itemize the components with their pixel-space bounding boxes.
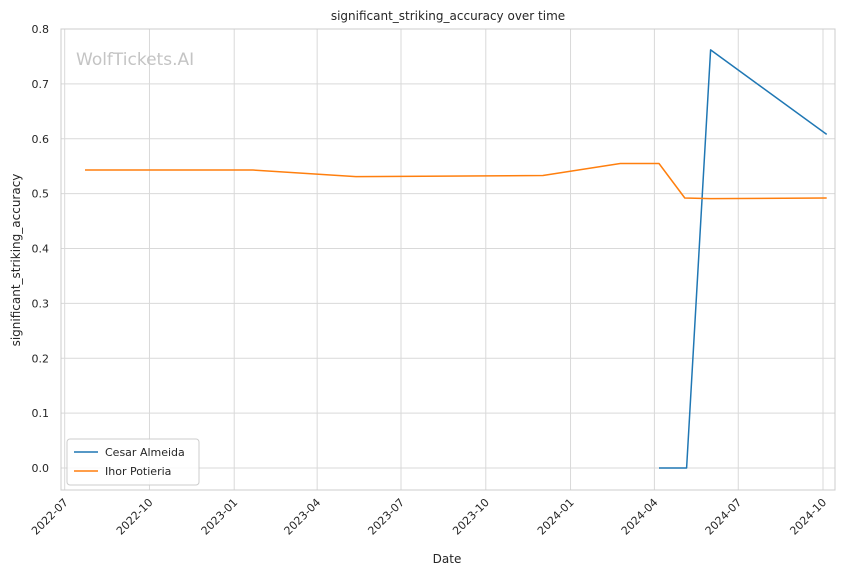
y-axis-title: significant_striking_accuracy — [9, 174, 23, 347]
x-axis-title: Date — [433, 552, 462, 566]
y-tick-label: 0.6 — [32, 133, 50, 146]
plot-area — [61, 29, 835, 490]
y-tick-label: 0.5 — [32, 188, 50, 201]
series-lines — [85, 49, 828, 469]
y-tick-label: 0.7 — [32, 78, 50, 91]
legend-label-cesar-almeida: Cesar Almeida — [105, 446, 185, 459]
legend-box — [66, 438, 200, 486]
legend-label-ihor-potieria: Ihor Potieria — [105, 465, 171, 478]
grid — [61, 28, 835, 490]
x-tick-label: 2022-10 — [114, 496, 156, 538]
x-tick-label: 2023-01 — [199, 496, 241, 538]
x-tick-label: 2023-10 — [450, 496, 492, 538]
y-axis-ticks: 0.0 0.1 0.2 0.3 0.4 0.5 0.6 0.7 0.8 — [32, 23, 50, 475]
x-tick-label: 2023-04 — [282, 496, 324, 538]
x-tick-label: 2024-07 — [703, 496, 745, 538]
series-line-ihor-potieria — [85, 162, 827, 200]
y-tick-label: 0.0 — [32, 462, 50, 475]
x-axis-ticks: 2022-07 2022-10 2023-01 2023-04 2023-07 2023-… — [29, 496, 829, 538]
y-tick-label: 0.4 — [32, 243, 50, 256]
y-tick-label: 0.8 — [32, 23, 50, 36]
plot-frame — [60, 28, 836, 491]
x-tick-label: 2024-04 — [619, 496, 661, 538]
legend: Cesar Almeida Ihor Potieria — [66, 438, 200, 486]
x-tick-label: 2024-10 — [787, 496, 829, 538]
y-tick-label: 0.3 — [32, 297, 50, 310]
x-tick-label: 2024-01 — [535, 496, 577, 538]
x-tick-label: 2022-07 — [29, 496, 71, 538]
y-tick-label: 0.1 — [32, 407, 50, 420]
chart-title: significant_striking_accuracy over time — [331, 9, 565, 23]
x-tick-label: 2023-07 — [365, 496, 407, 538]
y-tick-label: 0.2 — [32, 352, 50, 365]
series-line-cesar-almeida — [659, 49, 828, 469]
watermark: WolfTickets.AI — [76, 50, 194, 70]
